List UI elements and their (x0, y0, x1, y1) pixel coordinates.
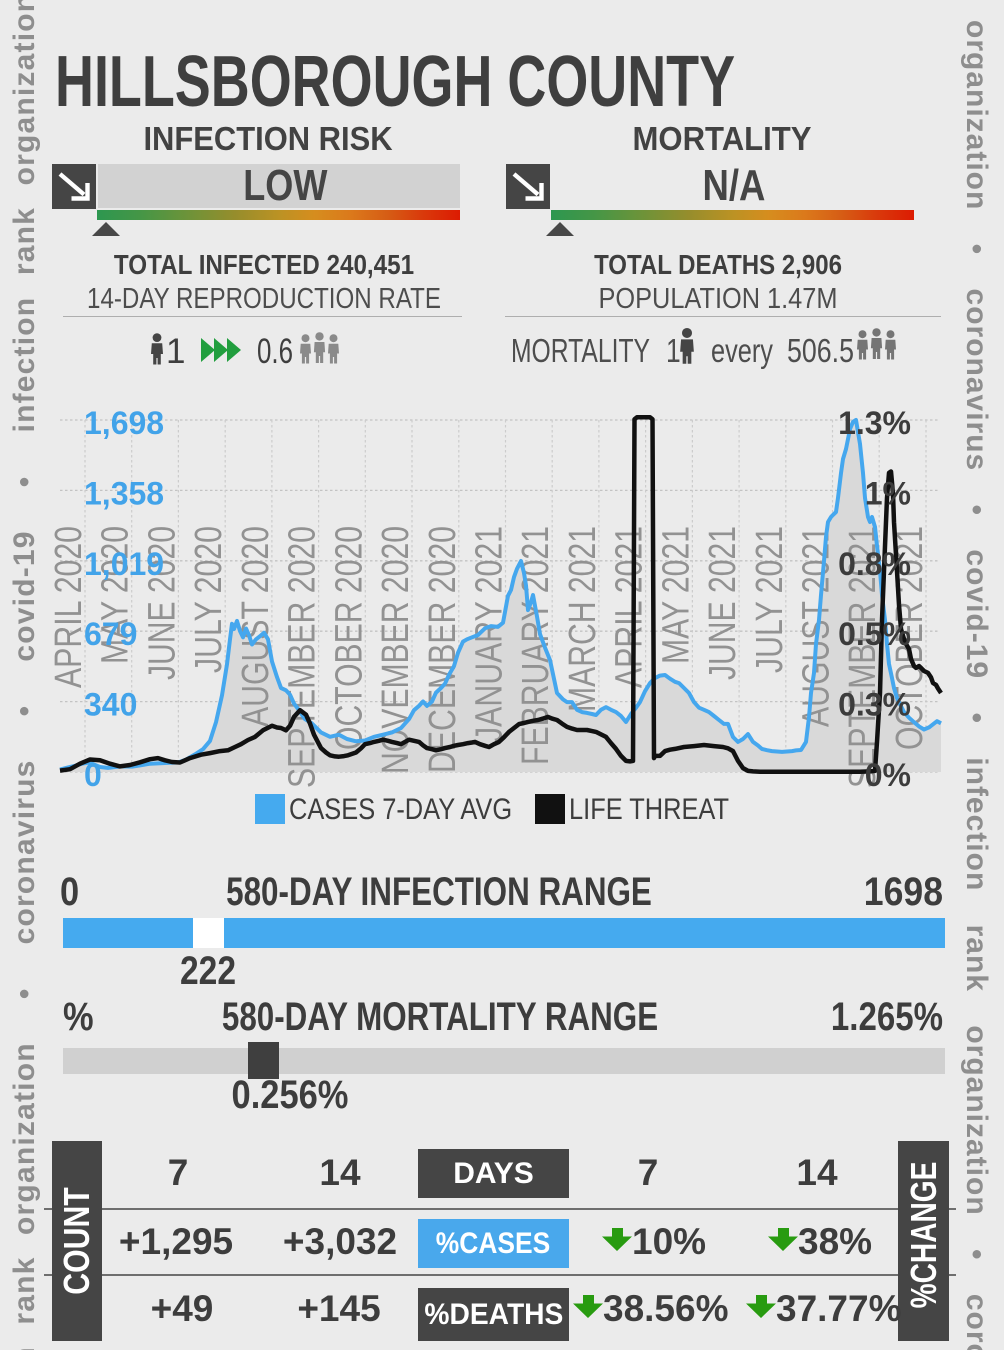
svg-text:MARCH 2021: MARCH 2021 (562, 526, 604, 712)
svg-text:JANUARY 2021: JANUARY 2021 (469, 526, 511, 742)
svg-text:1.3%: 1.3% (838, 405, 911, 441)
svg-text:APRIL 2021: APRIL 2021 (609, 526, 651, 688)
svg-text:0.3%: 0.3% (838, 687, 911, 723)
svg-text:JULY 2021: JULY 2021 (749, 526, 791, 673)
svg-text:OCTOBER 2020: OCTOBER 2020 (328, 526, 370, 750)
svg-text:MAY 2021: MAY 2021 (655, 526, 697, 664)
svg-text:MAY 2020: MAY 2020 (95, 526, 137, 664)
svg-text:APRIL 2020: APRIL 2020 (48, 526, 90, 688)
svg-text:1,019: 1,019 (84, 546, 164, 582)
svg-text:1,698: 1,698 (84, 405, 164, 441)
svg-text:0.8%: 0.8% (838, 546, 911, 582)
svg-text:0: 0 (84, 757, 102, 793)
svg-text:JULY 2020: JULY 2020 (188, 526, 230, 673)
svg-text:1,358: 1,358 (84, 475, 164, 511)
svg-text:DECEMBER 2020: DECEMBER 2020 (422, 526, 464, 773)
svg-text:SEPTEMBER 2020: SEPTEMBER 2020 (282, 526, 324, 788)
svg-text:JUNE 2021: JUNE 2021 (702, 526, 744, 680)
svg-text:AUGUST 2020: AUGUST 2020 (235, 526, 277, 727)
svg-text:1%: 1% (865, 475, 911, 511)
svg-text:0%: 0% (865, 757, 911, 793)
svg-text:JUNE 2020: JUNE 2020 (141, 526, 183, 680)
svg-text:679: 679 (84, 616, 137, 652)
svg-text:340: 340 (84, 687, 137, 723)
svg-text:0.5%: 0.5% (838, 616, 911, 652)
